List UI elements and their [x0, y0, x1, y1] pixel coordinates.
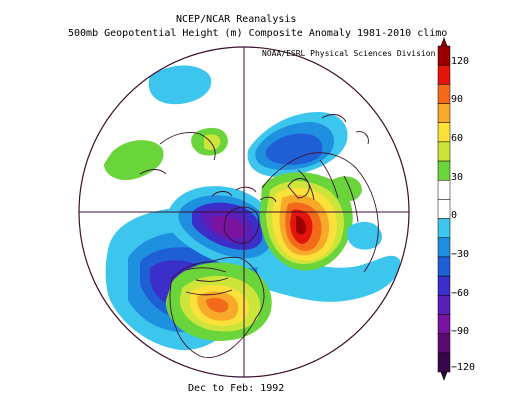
colorbar	[437, 37, 451, 381]
colorbar-cell	[437, 218, 451, 239]
colorbar-cell	[437, 199, 451, 219]
colorbar-cell	[437, 275, 451, 296]
colorbar-cell	[437, 179, 451, 200]
colorbar-cell	[437, 45, 451, 66]
colorbar-cell	[437, 103, 451, 123]
colorbar-label-60: 60	[451, 133, 464, 144]
chart-title: NCEP/NCAR Reanalysis	[176, 14, 297, 25]
colorbar-cell	[437, 256, 451, 277]
colorbar-cell	[437, 237, 451, 258]
colorbar-cell	[437, 160, 451, 181]
colorbar-cell	[437, 333, 451, 354]
colorbar-label-neg30: −30	[451, 249, 470, 260]
colorbar-cell	[437, 314, 451, 334]
coastlines	[139, 114, 379, 359]
colorbar-label-0: 0	[451, 210, 458, 221]
credit-text: NOAA/ESRL Physical Sciences Division	[262, 49, 436, 58]
colorbar-cell	[437, 295, 451, 315]
colorbar-cell	[437, 84, 451, 104]
anomaly-positive-north-pacific	[104, 140, 164, 181]
colorbar-label-30: 30	[451, 172, 464, 183]
map-boundary	[78, 46, 410, 378]
colorbar-label-neg90: −90	[451, 326, 470, 337]
anomaly-field	[104, 65, 401, 351]
chart-subtitle: 500mb Geopotential Height (m) Composite …	[68, 28, 448, 39]
colorbar-cell	[437, 352, 451, 373]
colorbar-label-120: 120	[451, 56, 470, 67]
colorbar-cell	[437, 64, 451, 85]
colorbar-cell	[437, 141, 451, 162]
colorbar-label-90: 90	[451, 94, 464, 105]
colorbar-label-neg120: −120	[451, 362, 476, 373]
colorbar-label-neg60: −60	[451, 288, 470, 299]
colorbar-cell	[437, 122, 451, 143]
period-label: Dec to Feb: 1992	[188, 383, 285, 394]
